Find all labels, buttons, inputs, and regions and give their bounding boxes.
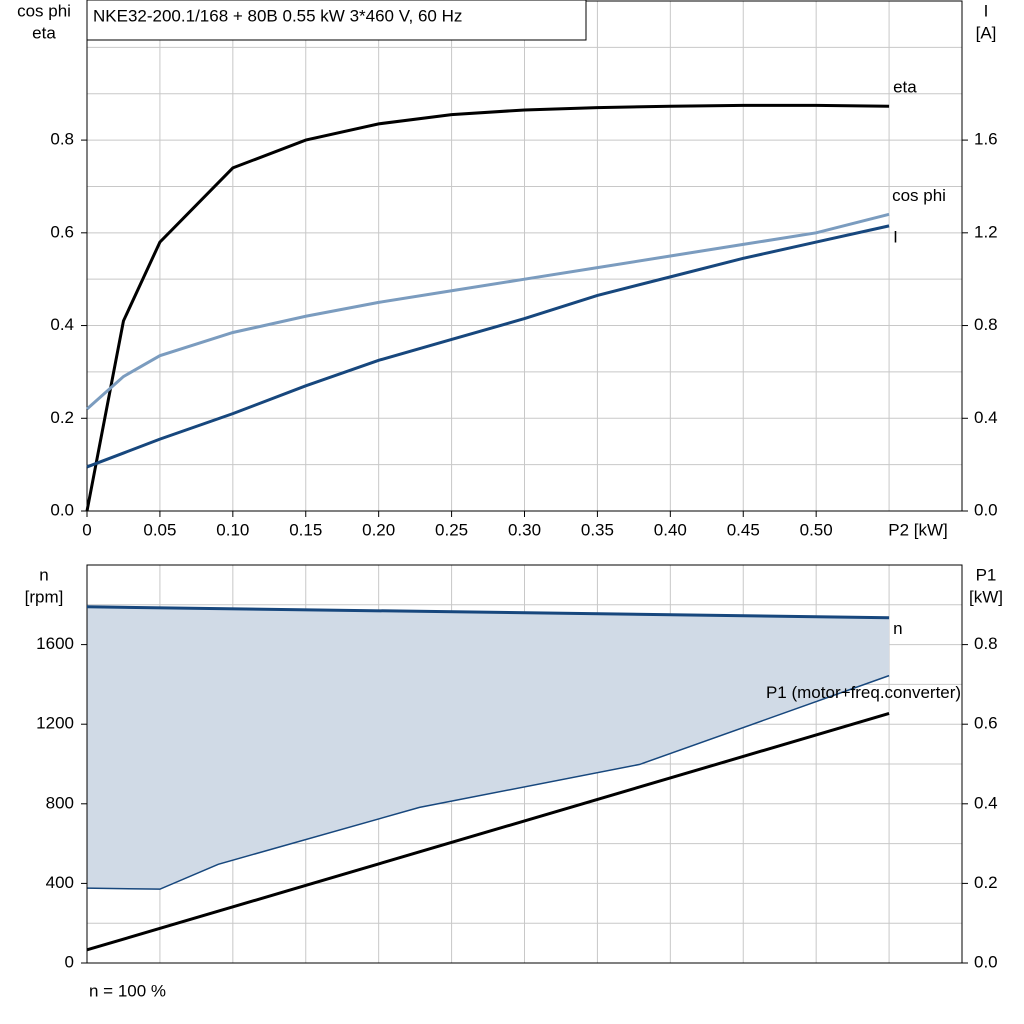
range-lower-line bbox=[86, 674, 890, 890]
series-label: eta bbox=[893, 78, 917, 97]
y-tick-label: 0.0 bbox=[50, 500, 74, 519]
y2-tick-label: 0.2 bbox=[974, 873, 998, 892]
y2-tick-label: 0.8 bbox=[974, 315, 998, 334]
y-tick-label: 0.8 bbox=[50, 130, 74, 149]
chart-title: NKE32-200.1/168 + 80B 0.55 kW 3*460 V, 6… bbox=[93, 6, 462, 25]
x-tick-label: 0.05 bbox=[143, 520, 176, 539]
range-area bbox=[87, 606, 890, 890]
y-axis-label: cos phi bbox=[17, 1, 71, 20]
x-tick-label: 0.45 bbox=[727, 520, 760, 539]
note: n = 100 % bbox=[89, 981, 166, 1000]
y2-axis-label: I bbox=[984, 1, 989, 20]
y2-tick-label: 0.4 bbox=[974, 408, 998, 427]
series-label: n bbox=[893, 619, 902, 638]
plot-frame bbox=[86, 564, 963, 964]
series-label: I bbox=[893, 227, 898, 246]
series-line bbox=[85, 103, 890, 512]
y2-tick-label: 1.2 bbox=[974, 222, 998, 241]
y-tick-label: 800 bbox=[46, 793, 74, 812]
y-tick-label: 0.2 bbox=[50, 408, 74, 427]
y2-tick-label: 0.0 bbox=[974, 500, 998, 519]
x-tick-label: 0.35 bbox=[581, 520, 614, 539]
series-line bbox=[86, 712, 890, 952]
y2-axis-label: P1 bbox=[976, 565, 997, 584]
series-line bbox=[86, 224, 890, 469]
y-tick-label: 1600 bbox=[36, 634, 74, 653]
y2-axis-label: [A] bbox=[976, 23, 997, 42]
x-axis-label: P2 [kW] bbox=[888, 520, 948, 539]
y2-tick-label: 0.0 bbox=[974, 952, 998, 971]
x-tick-label: 0.15 bbox=[289, 520, 322, 539]
y-tick-label: 400 bbox=[46, 873, 74, 892]
y-axis-label: [rpm] bbox=[25, 587, 64, 606]
x-tick-label: 0.30 bbox=[508, 520, 541, 539]
y2-tick-label: 0.6 bbox=[974, 714, 998, 733]
x-tick-label: 0 bbox=[82, 520, 91, 539]
y-tick-label: 0.4 bbox=[50, 315, 74, 334]
series-line bbox=[86, 605, 890, 620]
series-line bbox=[86, 212, 890, 411]
series-label: P1 (motor+freq.converter) bbox=[766, 683, 961, 702]
series-label: cos phi bbox=[892, 186, 946, 205]
x-tick-label: 0.10 bbox=[216, 520, 249, 539]
x-tick-label: 0.40 bbox=[654, 520, 687, 539]
y-tick-label: 1200 bbox=[36, 714, 74, 733]
y2-axis-label: [kW] bbox=[969, 587, 1003, 606]
y2-tick-label: 0.4 bbox=[974, 793, 998, 812]
x-tick-label: 0.20 bbox=[362, 520, 395, 539]
y-tick-label: 0 bbox=[65, 952, 74, 971]
y-tick-label: 0.6 bbox=[50, 222, 74, 241]
y2-tick-label: 1.6 bbox=[974, 130, 998, 149]
title-box bbox=[86, 0, 587, 41]
y2-tick-label: 0.8 bbox=[974, 634, 998, 653]
y-axis-label: n bbox=[39, 565, 48, 584]
y-axis-label: eta bbox=[32, 23, 56, 42]
x-tick-label: 0.25 bbox=[435, 520, 468, 539]
x-tick-label: 0.50 bbox=[800, 520, 833, 539]
